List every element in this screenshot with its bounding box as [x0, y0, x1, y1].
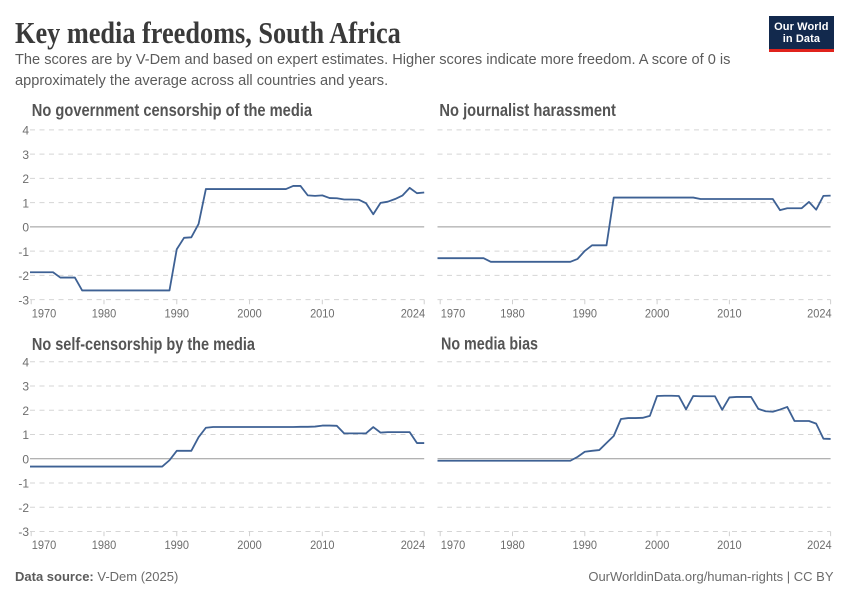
svg-text:2010: 2010 [310, 306, 335, 320]
svg-text:1980: 1980 [500, 306, 525, 320]
svg-text:1970: 1970 [441, 306, 466, 320]
svg-text:1970: 1970 [32, 306, 57, 320]
svg-text:-2: -2 [18, 501, 29, 515]
svg-text:2010: 2010 [310, 538, 335, 552]
svg-text:2024: 2024 [807, 538, 832, 552]
svg-text:-1: -1 [18, 245, 29, 259]
svg-text:0: 0 [22, 452, 29, 466]
svg-text:2000: 2000 [237, 306, 262, 320]
svg-text:1970: 1970 [32, 538, 57, 552]
svg-text:2000: 2000 [645, 306, 670, 320]
svg-text:1: 1 [22, 428, 29, 442]
svg-text:1970: 1970 [441, 538, 466, 552]
svg-text:2010: 2010 [717, 306, 742, 320]
svg-text:2: 2 [22, 404, 29, 418]
svg-text:No journalist harassment: No journalist harassment [439, 100, 616, 120]
svg-text:-1: -1 [18, 477, 29, 491]
svg-text:-3: -3 [18, 293, 29, 307]
svg-text:1990: 1990 [165, 538, 190, 552]
svg-text:1990: 1990 [165, 306, 190, 320]
svg-text:2024: 2024 [401, 538, 426, 552]
svg-text:-2: -2 [18, 269, 29, 283]
svg-text:1990: 1990 [573, 538, 598, 552]
svg-text:No media bias: No media bias [441, 334, 538, 354]
svg-text:2: 2 [22, 172, 29, 186]
svg-text:1980: 1980 [92, 306, 117, 320]
svg-text:2000: 2000 [645, 538, 670, 552]
svg-text:-3: -3 [18, 525, 29, 539]
svg-text:0: 0 [22, 221, 29, 235]
svg-text:No government censorship of th: No government censorship of the media [32, 100, 312, 120]
svg-text:2000: 2000 [237, 538, 262, 552]
svg-text:1980: 1980 [92, 538, 117, 552]
svg-text:3: 3 [22, 148, 29, 162]
svg-text:1990: 1990 [573, 306, 598, 320]
svg-text:3: 3 [22, 380, 29, 394]
svg-text:1980: 1980 [500, 538, 525, 552]
svg-text:2024: 2024 [401, 306, 426, 320]
svg-text:4: 4 [22, 355, 29, 369]
svg-text:2010: 2010 [717, 538, 742, 552]
svg-text:4: 4 [22, 124, 29, 138]
svg-text:No self-censorship by the medi: No self-censorship by the media [32, 334, 255, 354]
svg-text:1: 1 [22, 196, 29, 210]
svg-text:2024: 2024 [807, 306, 832, 320]
